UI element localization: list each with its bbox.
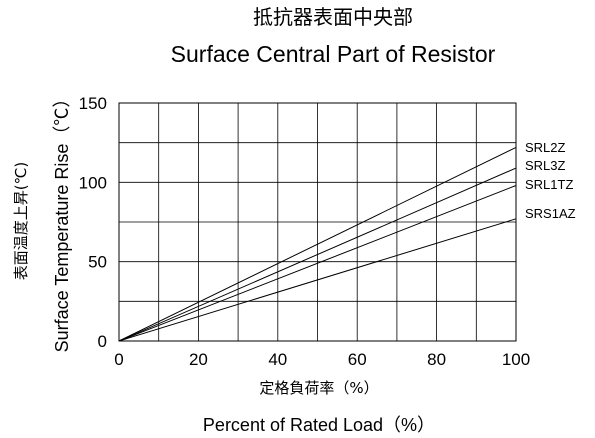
y-axis-label-english: Surface Temperature Rise（℃） <box>52 90 72 353</box>
x-axis-label-japanese: 定格負荷率（%） <box>259 379 378 397</box>
series-line-srl1tz <box>118 185 517 342</box>
chart-title-english: Surface Central Part of Resistor <box>170 41 496 67</box>
x-tick-label: 80 <box>427 350 446 369</box>
y-tick-labels: 0 50 100 150 <box>79 94 107 351</box>
chart-title-japanese: 抵抗器表面中央部 <box>253 5 413 29</box>
y-tick-label: 100 <box>79 173 107 192</box>
series-label-srl3z: SRL3Z <box>525 158 566 173</box>
series-line-srl3z <box>118 167 517 342</box>
x-tick-labels: 0 20 40 60 80 100 <box>114 350 530 369</box>
series-line-srl2z <box>118 146 517 342</box>
x-axis-label-english: Percent of Rated Load（%） <box>203 415 435 435</box>
grid <box>119 103 516 341</box>
series-line-srs1az <box>118 218 517 342</box>
series-labels: SRL2Z SRL3Z SRL1TZ SRS1AZ <box>525 140 576 221</box>
x-tick-label: 60 <box>348 350 367 369</box>
series-lines <box>118 146 517 342</box>
series-label-srs1az: SRS1AZ <box>525 206 576 221</box>
x-tick-label: 100 <box>502 350 530 369</box>
x-tick-label: 0 <box>114 350 123 369</box>
y-tick-label: 0 <box>98 332 107 351</box>
plot-frame <box>118 102 517 342</box>
series-label-srl2z: SRL2Z <box>525 140 566 155</box>
y-tick-label: 150 <box>79 94 107 113</box>
y-tick-label: 50 <box>88 253 107 272</box>
x-tick-label: 20 <box>189 350 208 369</box>
y-axis-label-japanese: 表面温度上昇(℃) <box>12 162 30 281</box>
x-tick-label: 40 <box>268 350 287 369</box>
series-label-srl1tz: SRL1TZ <box>525 177 573 192</box>
